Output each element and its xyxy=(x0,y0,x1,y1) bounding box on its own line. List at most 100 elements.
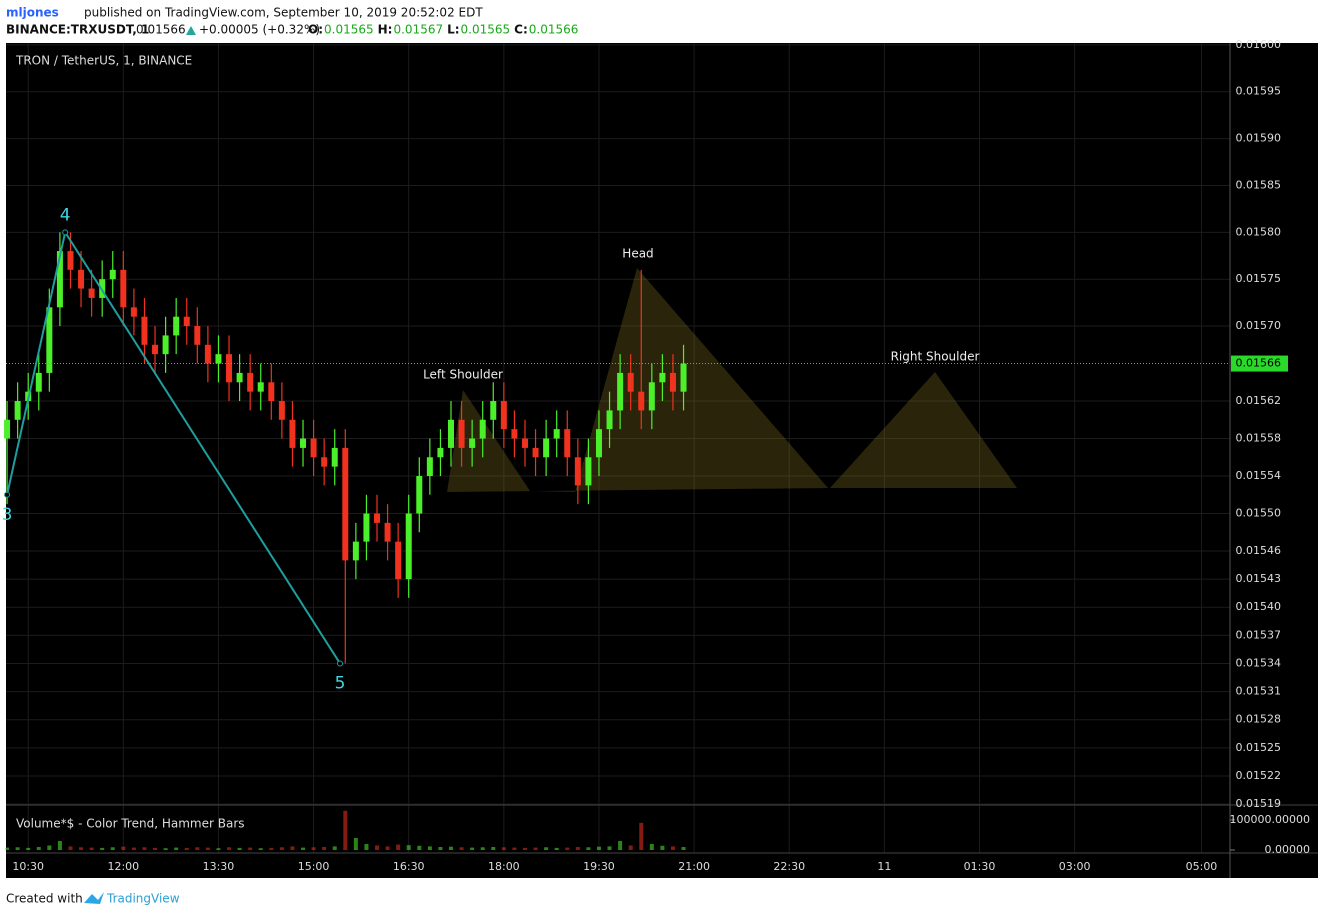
candle-body xyxy=(278,401,285,420)
author[interactable]: mljones xyxy=(6,6,59,20)
candle-body xyxy=(109,269,116,280)
volume-bar xyxy=(491,846,496,850)
x-tick-label: 21:00 xyxy=(678,860,710,873)
x-tick-label: 05:00 xyxy=(1186,860,1218,873)
candle-body xyxy=(46,307,53,373)
y-tick-label: 0.01562 xyxy=(1236,394,1282,407)
tv-logo xyxy=(84,892,104,904)
candle-body xyxy=(342,447,349,561)
candle-body xyxy=(606,410,613,430)
wave-point xyxy=(4,491,11,498)
volume-bar xyxy=(121,846,126,850)
candle-body xyxy=(669,372,676,392)
volume-bar xyxy=(480,847,485,850)
volume-bar xyxy=(279,847,284,850)
candle-body xyxy=(321,457,328,467)
volume-bar xyxy=(68,846,73,850)
candle-body xyxy=(437,447,444,458)
candle-body xyxy=(638,391,645,411)
volume-bar xyxy=(607,846,612,850)
candle-body xyxy=(405,513,412,580)
candle-body xyxy=(352,541,359,561)
candle-body xyxy=(479,419,486,439)
y-tick-label: 0.01585 xyxy=(1236,178,1282,191)
volume-bar xyxy=(311,847,316,850)
candle-body xyxy=(141,316,148,345)
y-tick-label: 0.01546 xyxy=(1236,544,1282,557)
volume-bar xyxy=(639,822,644,850)
candle-body xyxy=(257,382,264,392)
volume-bar xyxy=(26,847,31,850)
candle-body xyxy=(595,429,602,458)
candle-body xyxy=(162,335,169,355)
volume-bar xyxy=(79,847,84,850)
volume-bar xyxy=(47,845,52,850)
volume-bar xyxy=(427,846,432,850)
volume-bar xyxy=(438,846,443,850)
candle-body xyxy=(469,438,476,448)
volume-bar xyxy=(36,846,41,850)
candle-body xyxy=(532,447,539,458)
y-tick-label: 0.01522 xyxy=(1236,769,1282,782)
volume-bar xyxy=(522,847,527,850)
volume-bar xyxy=(586,847,591,850)
candle-body xyxy=(659,372,666,383)
volume-bar xyxy=(322,846,327,850)
volume-bar xyxy=(227,847,232,850)
candle-body xyxy=(56,251,63,308)
candle-body xyxy=(152,344,159,355)
left-shoulder-shape xyxy=(447,390,530,492)
candle-body xyxy=(236,372,243,383)
volume-bar xyxy=(396,844,401,850)
volume-bar xyxy=(100,847,105,850)
candle-body xyxy=(363,513,370,542)
candle-body xyxy=(543,438,550,458)
candle-body xyxy=(617,372,624,411)
volume-bar xyxy=(163,848,168,850)
y-tick-label: 0.01537 xyxy=(1236,628,1282,641)
volume-bar xyxy=(501,847,506,850)
volume-bar xyxy=(353,837,358,850)
volume-bar xyxy=(628,845,633,850)
y-tick-label: 0.01528 xyxy=(1236,713,1282,726)
volume-bar xyxy=(554,847,559,850)
x-tick-label: 03:00 xyxy=(1059,860,1091,873)
volume-bar xyxy=(544,847,549,850)
y-tick-label: 0.01595 xyxy=(1236,85,1282,98)
candle-body xyxy=(331,447,338,467)
volume-bar xyxy=(512,847,517,850)
annotation: Right Shoulder xyxy=(891,350,980,364)
annotation: Left Shoulder xyxy=(423,368,503,382)
ohlc-value: 0.01566 xyxy=(529,23,579,37)
volume-bar xyxy=(618,840,623,850)
x-tick-label: 16:30 xyxy=(393,860,425,873)
wave-label: 4 xyxy=(60,205,71,225)
volume-title: Volume*$ - Color Trend, Hammer Bars xyxy=(16,817,245,831)
ohlc: O: 0.01565 H: 0.01567 L: 0.01565 C: 0.01566 xyxy=(308,23,578,37)
volume-bar xyxy=(565,847,570,850)
volume-bar xyxy=(681,846,686,850)
candle-body xyxy=(564,429,571,458)
volume-bar xyxy=(301,847,306,850)
pane-title: TRON / TetherUS, 1, BINANCE xyxy=(15,54,192,68)
volume-tick-label: 100000.00000 xyxy=(1230,813,1310,826)
candle-body xyxy=(183,316,190,327)
candle-body xyxy=(14,401,21,420)
x-tick-label: 01:30 xyxy=(964,860,996,873)
ohlc-key: H: xyxy=(378,23,393,37)
brand[interactable]: TradingView xyxy=(106,892,180,906)
candle-body xyxy=(426,457,433,477)
volume-bar xyxy=(290,846,295,850)
y-tick-label: 0.01580 xyxy=(1236,225,1282,238)
volume-bar xyxy=(332,846,337,850)
head-shape xyxy=(447,268,828,492)
x-tick-label: 15:00 xyxy=(298,860,330,873)
volume-bar xyxy=(258,848,263,850)
candle-body xyxy=(458,419,465,448)
wave-point xyxy=(62,229,69,236)
candle-body xyxy=(194,326,201,345)
y-tick-label: 0.01550 xyxy=(1236,507,1282,520)
y-tick-label: 0.01554 xyxy=(1236,469,1282,482)
